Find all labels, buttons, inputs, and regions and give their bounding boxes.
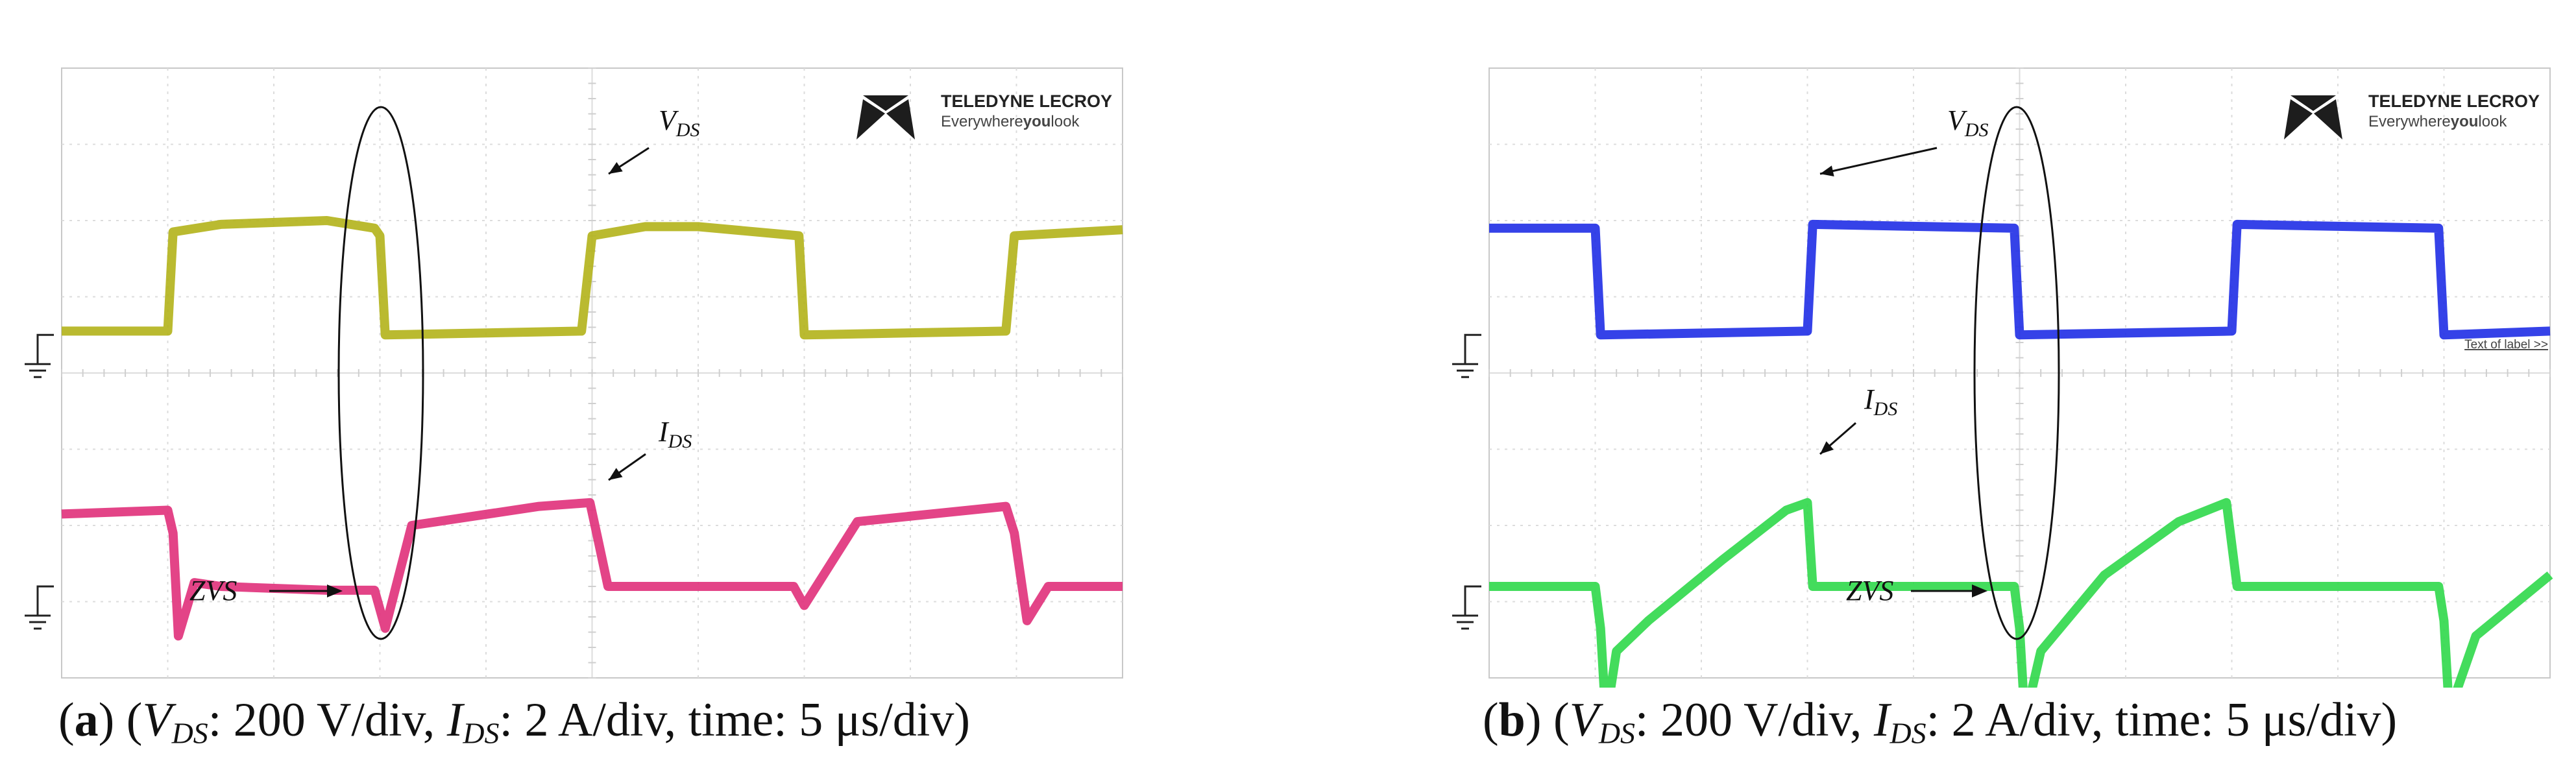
ground-icon-vds [1452,335,1481,377]
caption-b-ids-sub: DS [1890,716,1926,749]
oscilloscope-plot-b: TELEDYNE LECROY Everywhereyoulook Text of … [1288,0,2576,688]
caption-b-vds-scale: : 200 V/div, [1635,693,1862,747]
label-vds-sub: DS [1964,119,1989,141]
zvs-label: ZVS [1846,575,1893,607]
logo-tagline: Everywhereyoulook [941,113,1080,130]
label-ids-sub: DS [668,431,692,452]
caption-a-letter: a [75,693,99,747]
caption-b-ids-label: I [1874,693,1890,747]
caption-a: (a) (VDS: 200 V/div, IDS: 2 A/div, time:… [58,693,970,750]
logo-tagline-post: look [1051,113,1080,130]
caption-a-vds-sub: DS [172,716,208,749]
logo-tagline-post: look [2478,113,2507,130]
logo-tagline-pre: Everywhere [2368,113,2451,130]
logo-tagline-bold: you [1023,113,1051,130]
logo-brand: TELEDYNE LECROY [2368,91,2540,111]
caption-a-vds-label: V [142,693,171,747]
ground-icon-ids [25,586,54,629]
caption-b-ids-scale: : 2 A/div, time: 5 μs/div) [1926,693,2398,747]
caption-a-ids-scale: : 2 A/div, time: 5 μs/div) [499,693,970,747]
ground-icon-vds [25,335,54,377]
caption-a-ids-sub: DS [463,716,499,749]
caption-a-open: ( [58,693,75,747]
oscilloscope-plot-a: TELEDYNE LECROYEverywhereyoulookVDSIDSZV… [0,0,1288,688]
caption-b-vds-sub: DS [1599,716,1635,749]
logo-tagline-pre: Everywhere [941,113,1023,130]
label-vds-sub: DS [675,119,700,141]
caption-a-vds-scale: : 200 V/div, [208,693,435,747]
caption-a-ids-label: I [447,693,463,747]
caption-b-vds-label: V [1570,693,1599,747]
ground-icon-ids [1452,586,1481,629]
caption-b-letter: b [1499,693,1525,747]
label-ids-sub: DS [1873,398,1898,420]
zvs-label: ZVS [189,575,237,607]
extra-label: Text of label >> [2464,338,2548,352]
logo-tagline: Everywhereyoulook [2368,113,2507,130]
logo-brand: TELEDYNE LECROY [941,91,1112,111]
panel-b: TELEDYNE LECROY Everywhereyoulook Text of … [1288,0,2576,770]
logo-tagline-bold: you [2451,113,2479,130]
caption-b: (b) (VDS: 200 V/div, IDS: 2 A/div, time:… [1483,693,2397,750]
panel-a: TELEDYNE LECROY Everywhereyoulook VDS IDS ZV… [0,0,1288,770]
